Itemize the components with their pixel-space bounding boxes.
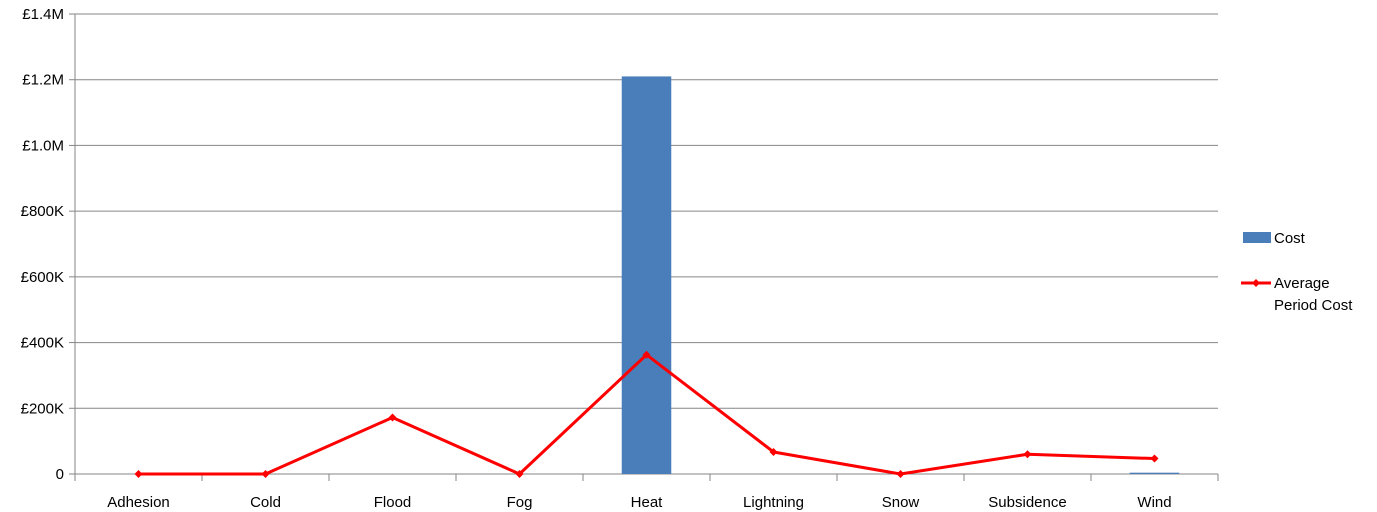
legend: Cost Average Period Cost	[1241, 230, 1353, 314]
data-point	[769, 447, 778, 456]
bar	[621, 76, 672, 474]
data-point	[896, 470, 905, 478]
x-tick-label: Adhesion	[107, 494, 170, 511]
x-tick-label: Heat	[631, 494, 664, 511]
x-tick-label: Wind	[1137, 494, 1171, 511]
line-series	[134, 350, 1159, 478]
data-point	[261, 470, 270, 478]
y-tick-label: £200K	[21, 400, 64, 417]
data-point	[642, 350, 651, 359]
legend-label-avg-line2: Period Cost	[1274, 297, 1353, 314]
y-tick-label: £400K	[21, 335, 64, 352]
y-tick-label: £1.2M	[22, 72, 64, 89]
legend-marker	[1252, 279, 1260, 287]
bar-series	[621, 76, 1180, 474]
data-point	[134, 470, 143, 478]
y-axis: 0 £200K £400K £600K £800K £1.0M £1.2M £1.4M	[21, 6, 76, 483]
x-tick-label: Flood	[374, 494, 412, 511]
y-tick-label: 0	[56, 466, 64, 483]
data-point	[515, 470, 524, 478]
legend-label-avg-line1: Average	[1274, 275, 1330, 292]
x-tick-label: Subsidence	[988, 494, 1066, 511]
y-tick-label: £600K	[21, 269, 64, 286]
data-point	[1023, 450, 1032, 459]
bar	[1129, 472, 1180, 474]
y-tick-label: £1.4M	[22, 6, 64, 23]
data-point	[388, 413, 397, 422]
legend-swatch-cost	[1243, 232, 1271, 243]
x-axis: Adhesion Cold Flood Fog Heat Lightning Snow Sub…	[74, 473, 1219, 511]
y-tick-label: £1.0M	[22, 137, 64, 154]
x-tick-label: Lightning	[743, 494, 804, 511]
x-tick-label: Fog	[507, 494, 533, 511]
x-tick-label: Snow	[882, 494, 920, 511]
legend-label-cost: Cost	[1274, 230, 1306, 247]
y-tick-label: £800K	[21, 203, 64, 220]
x-tick-label: Cold	[250, 494, 281, 511]
data-point	[1150, 454, 1159, 463]
